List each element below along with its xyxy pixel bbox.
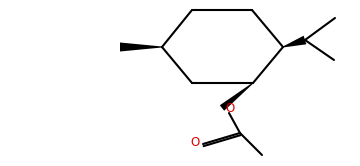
Text: O: O bbox=[190, 136, 200, 150]
Text: O: O bbox=[225, 102, 234, 116]
Polygon shape bbox=[283, 36, 306, 47]
Polygon shape bbox=[120, 42, 162, 51]
Polygon shape bbox=[220, 83, 253, 111]
